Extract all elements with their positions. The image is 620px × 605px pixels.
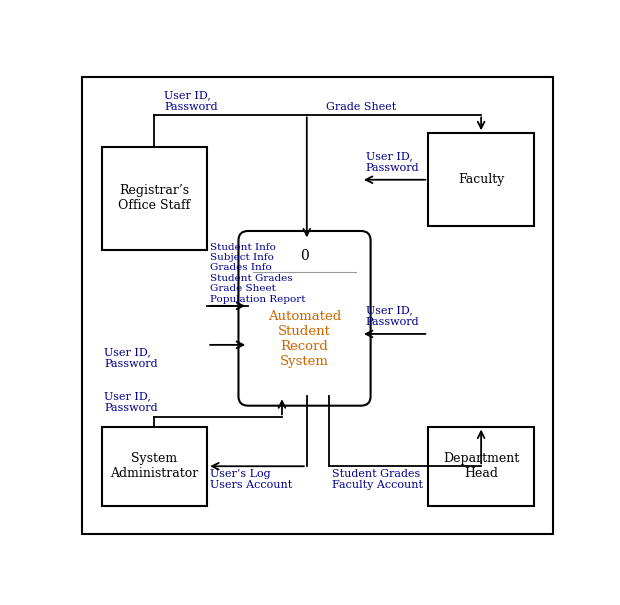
- Text: User ID,
Password: User ID, Password: [366, 151, 419, 173]
- Text: Automated
Student
Record
System: Automated Student Record System: [268, 310, 341, 368]
- Text: Student Grades
Faculty Account: Student Grades Faculty Account: [332, 468, 423, 490]
- Text: User ID,
Password: User ID, Password: [104, 347, 157, 369]
- Text: Registrar’s
Office Staff: Registrar’s Office Staff: [118, 185, 190, 212]
- Text: User’s Log
Users Account: User’s Log Users Account: [210, 468, 292, 490]
- Text: Faculty: Faculty: [458, 173, 504, 186]
- FancyBboxPatch shape: [428, 427, 534, 506]
- Text: Student Info
Subject Info
Grades Info
Student Grades
Grade Sheet
Population Repo: Student Info Subject Info Grades Info St…: [210, 243, 305, 304]
- FancyBboxPatch shape: [102, 147, 207, 250]
- Text: 0: 0: [300, 249, 309, 263]
- Text: Grade Sheet: Grade Sheet: [326, 102, 396, 112]
- Text: System
Administrator: System Administrator: [110, 453, 198, 480]
- Text: User ID,
Password: User ID, Password: [366, 306, 419, 327]
- Text: Department
Head: Department Head: [443, 453, 519, 480]
- FancyBboxPatch shape: [102, 427, 207, 506]
- FancyBboxPatch shape: [428, 133, 534, 226]
- FancyBboxPatch shape: [239, 231, 371, 406]
- FancyBboxPatch shape: [82, 77, 553, 534]
- Text: User ID,
Password: User ID, Password: [104, 391, 157, 413]
- Text: User ID,
Password: User ID, Password: [164, 91, 218, 112]
